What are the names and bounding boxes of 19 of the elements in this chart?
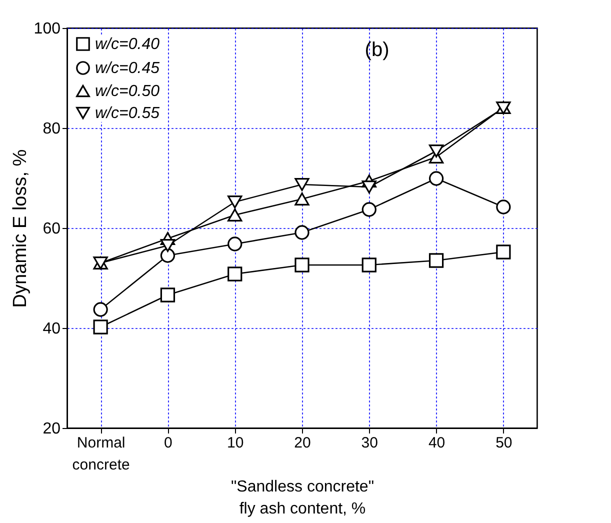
x-tick-label: Normal concrete xyxy=(72,434,130,474)
y-tick-label: 40 xyxy=(42,320,61,338)
x-tick-label: 10 xyxy=(227,434,244,452)
x-axis-title: "Sandless concrete" fly ash content, % xyxy=(231,478,374,518)
x-tick-label: 50 xyxy=(496,434,512,452)
legend-label: w/c=0.40 xyxy=(95,36,160,53)
y-tick-label: 80 xyxy=(42,120,61,138)
y-axis-title: Dynamic E loss, % xyxy=(10,149,31,308)
annotation: (b) xyxy=(364,39,390,61)
x-tick-label: 20 xyxy=(294,434,311,452)
legend-label: w/c=0.45 xyxy=(95,60,160,77)
x-tick-label: 40 xyxy=(428,434,446,452)
legend-label: w/c=0.50 xyxy=(95,83,160,100)
y-tick-label: 60 xyxy=(42,220,61,238)
y-tick-label: 20 xyxy=(42,420,61,438)
y-tick-label: 100 xyxy=(34,20,61,38)
legend-label: w/c=0.55 xyxy=(95,105,160,122)
x-tick-label: 0 xyxy=(164,434,172,452)
x-tick-label: 30 xyxy=(361,434,378,452)
